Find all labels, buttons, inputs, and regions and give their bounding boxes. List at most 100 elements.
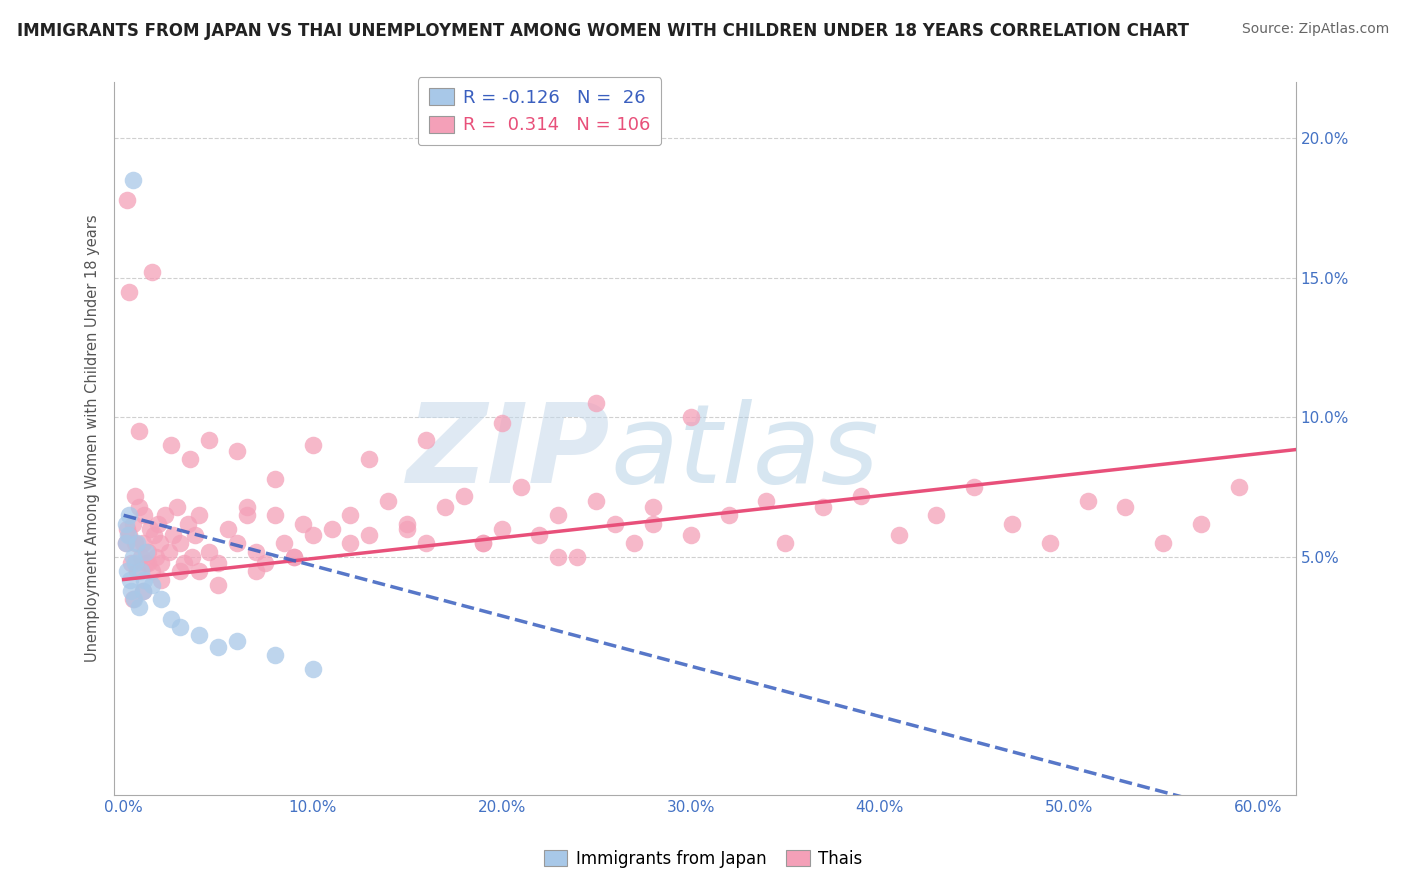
Point — [160, 438, 183, 452]
Point — [117, 528, 139, 542]
Point — [359, 452, 381, 467]
Point — [396, 516, 419, 531]
Point — [217, 522, 239, 536]
Point — [339, 536, 361, 550]
Point — [235, 500, 257, 514]
Point — [471, 536, 494, 550]
Point — [179, 452, 201, 467]
Point — [623, 536, 645, 550]
Point — [122, 592, 145, 607]
Point — [118, 508, 141, 523]
Point — [491, 522, 513, 536]
Point — [157, 544, 180, 558]
Point — [141, 578, 163, 592]
Point — [117, 522, 139, 536]
Point — [433, 500, 456, 514]
Point — [184, 528, 207, 542]
Point — [120, 573, 142, 587]
Point — [118, 285, 141, 299]
Point — [547, 508, 569, 523]
Point — [162, 528, 184, 542]
Point — [131, 583, 153, 598]
Point — [509, 480, 531, 494]
Point — [963, 480, 986, 494]
Point — [301, 662, 323, 676]
Point — [396, 522, 419, 536]
Point — [301, 528, 323, 542]
Point — [1114, 500, 1136, 514]
Point — [197, 544, 219, 558]
Point — [207, 556, 229, 570]
Point — [124, 536, 146, 550]
Point — [339, 508, 361, 523]
Point — [755, 494, 778, 508]
Point — [129, 564, 152, 578]
Point — [529, 528, 551, 542]
Point — [773, 536, 796, 550]
Point — [128, 500, 150, 514]
Point — [125, 564, 148, 578]
Point — [1189, 516, 1212, 531]
Point — [118, 528, 141, 542]
Text: atlas: atlas — [610, 400, 879, 506]
Point — [585, 396, 607, 410]
Point — [173, 556, 195, 570]
Point — [359, 528, 381, 542]
Point — [188, 628, 211, 642]
Point — [131, 536, 153, 550]
Point — [169, 564, 191, 578]
Point — [679, 410, 702, 425]
Point — [585, 494, 607, 508]
Point — [122, 516, 145, 531]
Point — [263, 508, 285, 523]
Point — [188, 508, 211, 523]
Legend: R = -0.126   N =  26, R =  0.314   N = 106: R = -0.126 N = 26, R = 0.314 N = 106 — [418, 77, 661, 145]
Point — [134, 508, 156, 523]
Point — [377, 494, 399, 508]
Point — [1227, 480, 1250, 494]
Point — [128, 425, 150, 439]
Point — [567, 550, 589, 565]
Point — [128, 600, 150, 615]
Point — [263, 472, 285, 486]
Point — [226, 634, 249, 648]
Point — [129, 550, 152, 565]
Point — [254, 556, 277, 570]
Point — [148, 536, 170, 550]
Point — [849, 489, 872, 503]
Point — [197, 433, 219, 447]
Point — [1039, 536, 1062, 550]
Point — [150, 592, 173, 607]
Point — [301, 438, 323, 452]
Point — [188, 564, 211, 578]
Point — [207, 640, 229, 654]
Point — [131, 583, 153, 598]
Point — [141, 564, 163, 578]
Point — [166, 500, 188, 514]
Point — [120, 583, 142, 598]
Point — [122, 550, 145, 565]
Point — [283, 550, 305, 565]
Point — [641, 516, 664, 531]
Legend: Immigrants from Japan, Thais: Immigrants from Japan, Thais — [537, 844, 869, 875]
Point — [226, 536, 249, 550]
Y-axis label: Unemployment Among Women with Children Under 18 years: Unemployment Among Women with Children U… — [86, 215, 100, 662]
Point — [124, 556, 146, 570]
Point — [292, 516, 315, 531]
Point — [1077, 494, 1099, 508]
Point — [226, 444, 249, 458]
Point — [117, 564, 139, 578]
Point — [717, 508, 740, 523]
Point — [603, 516, 626, 531]
Point — [235, 508, 257, 523]
Point — [1152, 536, 1174, 550]
Point — [114, 536, 136, 550]
Point — [491, 416, 513, 430]
Point — [145, 550, 167, 565]
Point — [117, 193, 139, 207]
Point — [150, 556, 173, 570]
Point — [415, 433, 437, 447]
Point — [120, 556, 142, 570]
Point — [283, 550, 305, 565]
Point — [124, 489, 146, 503]
